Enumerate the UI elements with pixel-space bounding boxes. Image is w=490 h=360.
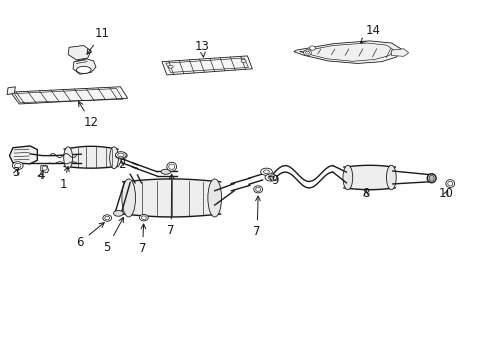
Ellipse shape [310,46,316,50]
Polygon shape [41,166,49,173]
Ellipse shape [42,166,47,170]
Polygon shape [68,45,91,60]
Polygon shape [9,146,37,164]
Ellipse shape [261,168,272,175]
Ellipse shape [142,216,147,220]
Ellipse shape [387,165,396,190]
Polygon shape [162,56,252,75]
Text: 9: 9 [269,174,279,187]
Ellipse shape [168,65,173,68]
Text: 7: 7 [139,224,146,255]
Text: 4: 4 [38,169,45,182]
Ellipse shape [306,51,310,54]
Polygon shape [7,87,15,95]
Ellipse shape [448,181,453,186]
Ellipse shape [268,176,274,179]
Ellipse shape [429,175,434,181]
Ellipse shape [122,179,136,217]
Text: 13: 13 [195,40,210,57]
Ellipse shape [161,169,171,174]
Polygon shape [294,41,401,63]
Polygon shape [73,59,96,74]
Text: 3: 3 [13,166,20,179]
Text: 2: 2 [118,158,125,171]
Ellipse shape [427,174,436,183]
Ellipse shape [169,164,174,170]
Ellipse shape [264,170,270,174]
Text: 7: 7 [168,174,175,238]
Ellipse shape [105,216,110,220]
Text: 6: 6 [76,222,104,248]
Ellipse shape [241,59,246,62]
Text: 5: 5 [103,217,123,254]
Ellipse shape [208,179,221,217]
Ellipse shape [116,152,126,158]
Ellipse shape [76,66,91,73]
Text: 11: 11 [87,27,109,54]
Ellipse shape [15,163,21,168]
Ellipse shape [256,187,261,192]
Polygon shape [10,87,128,104]
Ellipse shape [343,165,353,190]
Ellipse shape [446,180,455,188]
Ellipse shape [254,186,263,193]
Ellipse shape [265,174,277,181]
Ellipse shape [167,162,176,171]
Ellipse shape [110,147,119,169]
Ellipse shape [118,154,125,157]
Ellipse shape [12,162,23,170]
Text: 7: 7 [253,196,261,238]
Text: 12: 12 [78,102,99,129]
Text: 14: 14 [361,24,381,43]
Text: 8: 8 [363,187,370,200]
Ellipse shape [140,215,148,221]
Ellipse shape [116,152,127,159]
Ellipse shape [304,50,312,55]
Ellipse shape [103,215,112,221]
Polygon shape [392,49,409,56]
Ellipse shape [118,153,124,157]
Text: 1: 1 [59,167,69,191]
Text: 10: 10 [439,187,454,200]
Ellipse shape [114,211,123,216]
Ellipse shape [64,147,73,169]
